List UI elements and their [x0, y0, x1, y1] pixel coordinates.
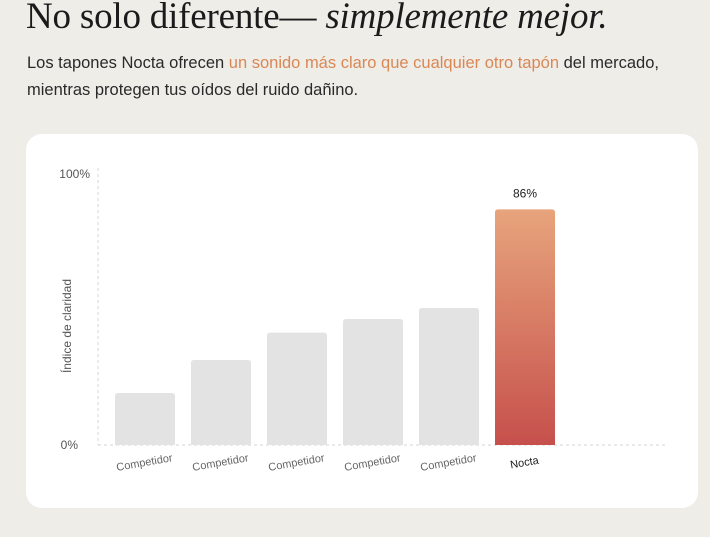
intro-text-before: Los tapones Nocta ofrecen	[27, 54, 229, 72]
x-tick-label-competitor: Competidor	[343, 452, 401, 474]
intro-paragraph: Los tapones Nocta ofrecen un sonido más …	[27, 50, 667, 103]
intro-text-after: del mercado, mientras protegen tus oídos…	[27, 54, 659, 99]
x-tick-label-competitor: Competidor	[115, 452, 173, 474]
x-tick-label-competitor: Competidor	[419, 452, 477, 474]
y-axis-title: Índice de claridad	[59, 279, 74, 373]
x-tick-label-nocta: Nocta	[509, 454, 540, 471]
page-headline: No solo diferente— simplemente mejor.	[26, 0, 608, 40]
y-tick-label-max: 100%	[59, 167, 90, 181]
bar-nocta	[495, 209, 555, 445]
clarity-bar-chart: 100% 0% Índice de claridad Competidor Com…	[59, 167, 668, 474]
headline-plain: No solo diferente—	[26, 0, 317, 37]
bar-competitor	[191, 360, 251, 445]
bar-competitor	[419, 308, 479, 445]
y-tick-label-min: 0%	[61, 438, 79, 452]
bar-competitor	[115, 392, 175, 445]
bars-group: Competidor Competidor Competidor Competidor…	[115, 186, 555, 474]
x-tick-label-competitor: Competidor	[267, 452, 325, 474]
data-label-nocta: 86%	[513, 186, 537, 200]
intro-highlight: un sonido más claro que cualquier otro t…	[228, 54, 560, 72]
chart-card: 100% 0% Índice de claridad Competidor Com…	[26, 134, 698, 508]
bar-competitor	[343, 318, 403, 445]
headline-italic: simplemente mejor.	[325, 0, 608, 37]
bar-competitor	[267, 332, 327, 445]
x-tick-label-competitor: Competidor	[191, 452, 249, 474]
